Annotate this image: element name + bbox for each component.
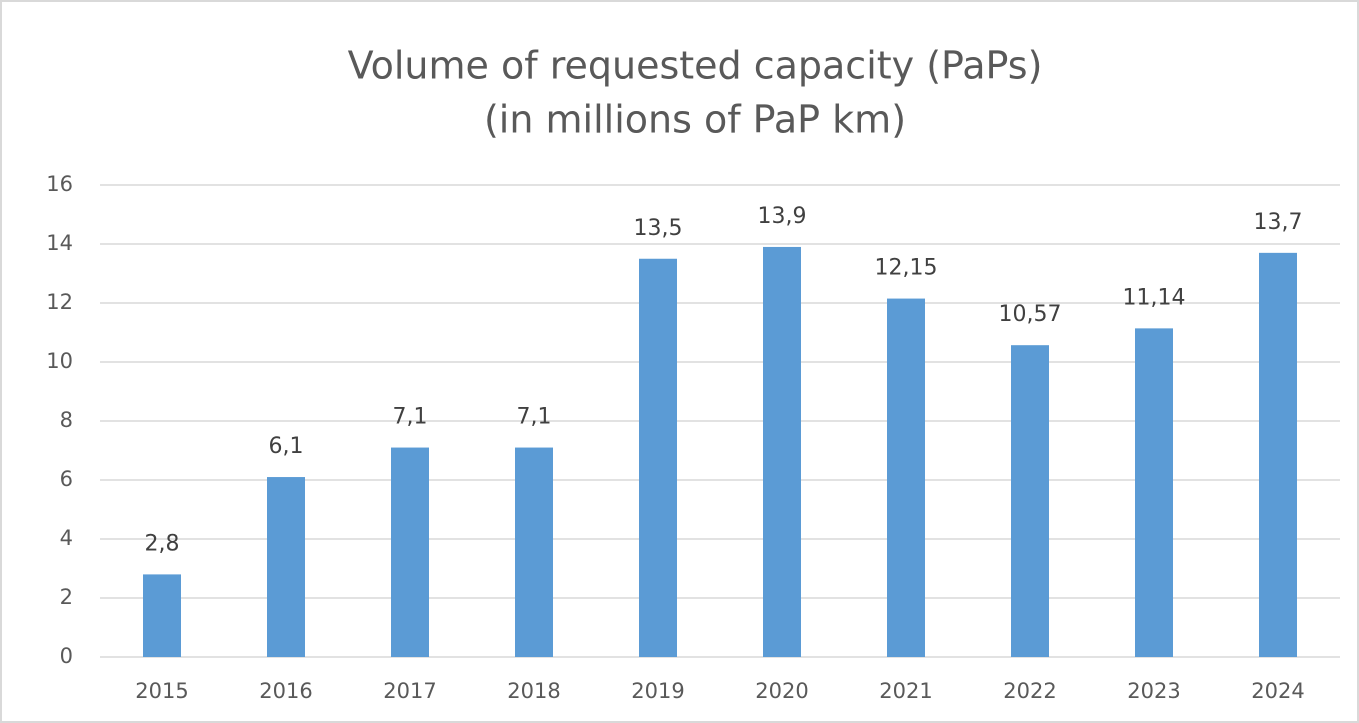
x-tick-label: 2021 (879, 679, 932, 703)
x-tick-label: 2023 (1127, 679, 1180, 703)
y-tick-label: 4 (60, 526, 73, 550)
y-tick-label: 6 (60, 467, 73, 491)
y-tick-label: 8 (60, 408, 73, 432)
bar (391, 447, 429, 657)
x-tick-label: 2018 (507, 679, 560, 703)
bar (143, 574, 181, 657)
data-label: 13,7 (1254, 210, 1303, 235)
x-tick-label: 2022 (1003, 679, 1056, 703)
data-label: 10,57 (999, 302, 1062, 327)
bar (267, 477, 305, 657)
y-tick-label: 2 (60, 585, 73, 609)
x-tick-label: 2015 (135, 679, 188, 703)
data-label: 11,14 (1123, 285, 1186, 310)
y-tick-label: 12 (46, 290, 73, 314)
y-tick-label: 10 (46, 349, 73, 373)
bar (639, 258, 677, 657)
chart-subtitle: (in millions of PaP km) (484, 98, 906, 142)
x-tick-label: 2017 (383, 679, 436, 703)
data-label: 7,1 (517, 405, 552, 430)
data-label: 2,8 (145, 531, 180, 556)
x-tick-label: 2024 (1251, 679, 1304, 703)
y-tick-label: 16 (46, 172, 73, 196)
bar (763, 246, 801, 657)
y-tick-label: 0 (60, 644, 73, 668)
x-tick-label: 2016 (259, 679, 312, 703)
bar (1135, 328, 1173, 657)
data-label: 7,1 (393, 405, 428, 430)
bar (887, 298, 925, 657)
bar (515, 447, 553, 657)
x-tick-label: 2020 (755, 679, 808, 703)
x-tick-label: 2019 (631, 679, 684, 703)
data-label: 13,9 (758, 204, 807, 229)
data-label: 13,5 (634, 216, 683, 241)
bar (1259, 252, 1297, 657)
data-label: 12,15 (875, 256, 938, 281)
bar (1011, 345, 1049, 657)
data-label: 6,1 (269, 434, 304, 459)
chart-title: Volume of requested capacity (PaPs) (348, 44, 1043, 88)
y-tick-label: 14 (46, 231, 73, 255)
